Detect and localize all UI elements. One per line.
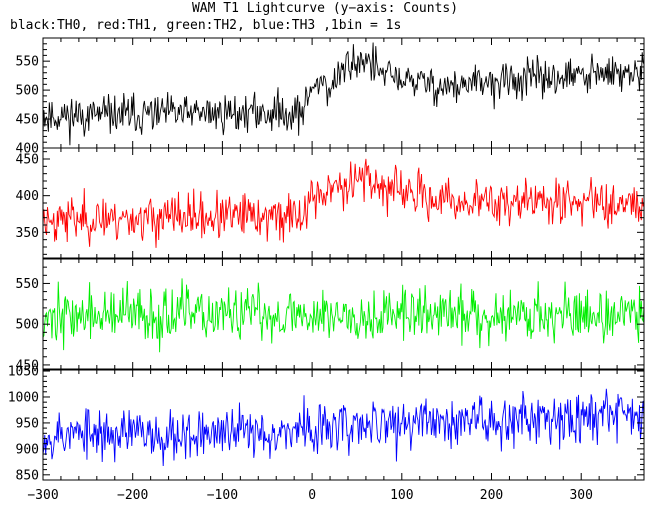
y-tick-label: 850 xyxy=(16,468,39,483)
x-tick-label: −200 xyxy=(117,488,148,503)
y-tick-label: 450 xyxy=(16,153,39,168)
panel-th3: 850 900 950 1000 1050 xyxy=(8,365,645,483)
x-tick-label: −100 xyxy=(207,488,238,503)
series-line-th1 xyxy=(43,158,644,248)
y-tick-label: 500 xyxy=(16,318,39,333)
panel-th0: 400 450 500 550 xyxy=(16,37,645,157)
y-tick-label: 950 xyxy=(16,416,39,431)
x-tick-label: 300 xyxy=(569,488,592,503)
y-tick-label: 450 xyxy=(16,358,39,373)
series-line-th2 xyxy=(43,278,644,353)
panel-th2: 450 500 550 xyxy=(16,258,645,373)
chart-subtitle: black:TH0, red:TH1, green:TH2, blue:TH3 … xyxy=(10,18,402,33)
y-tick-label: 550 xyxy=(16,277,39,292)
x-tick-label: 100 xyxy=(390,488,413,503)
panel-frame xyxy=(42,369,645,481)
x-tick-label: 0 xyxy=(308,488,316,503)
y-tick-label: 1000 xyxy=(8,390,39,405)
x-tick-label: −300 xyxy=(27,488,58,503)
panel-frame xyxy=(42,258,645,370)
y-tick-label: 400 xyxy=(16,142,39,157)
series-line-th3 xyxy=(43,388,644,467)
y-tick-label: 400 xyxy=(16,189,39,204)
y-tick-label: 900 xyxy=(16,442,39,457)
y-tick-label: 550 xyxy=(16,55,39,70)
series-line-th0 xyxy=(43,42,644,146)
panel-th1: 350 400 450 xyxy=(16,147,645,259)
y-tick-label: 1050 xyxy=(8,365,39,380)
x-tick-label: 200 xyxy=(480,488,503,503)
chart-title: WAM T1 Lightcurve (y−axis: Counts) xyxy=(191,1,459,16)
y-tick-label: 350 xyxy=(16,226,39,241)
y-tick-label: 500 xyxy=(16,84,39,99)
y-tick-label: 450 xyxy=(16,113,39,128)
